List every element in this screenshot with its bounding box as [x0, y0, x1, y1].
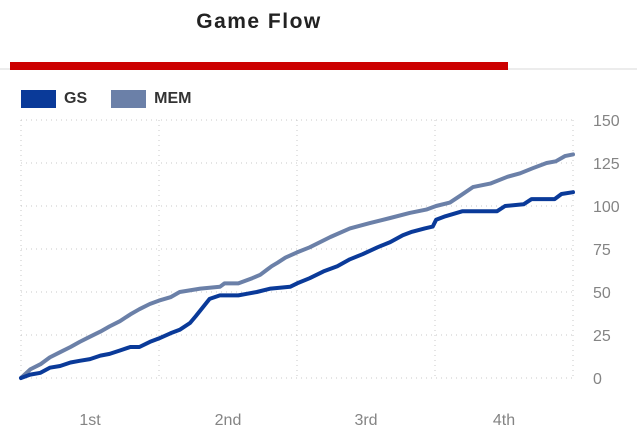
legend: GS MEM — [21, 90, 191, 108]
x-tick-label: 3rd — [354, 412, 377, 429]
header: Game Flow — [10, 10, 508, 34]
accent-bar — [10, 62, 508, 70]
legend-item-gs: GS — [21, 90, 87, 108]
legend-item-mem: MEM — [111, 90, 191, 108]
series-line-mem — [19, 152, 575, 380]
y-tick-label: 50 — [593, 285, 611, 302]
y-tick-label: 125 — [593, 156, 620, 173]
gs-color-swatch — [21, 90, 56, 108]
x-tick-label: 1st — [79, 412, 101, 429]
mem-color-swatch — [111, 90, 147, 108]
y-tick-label: 100 — [593, 199, 620, 216]
y-tick-label: 150 — [593, 113, 620, 130]
game-flow-chart: 0 25 50 75 100 125 150 1st 2nd 3rd 4th — [19, 113, 620, 429]
y-tick-label: 0 — [593, 371, 602, 388]
chart-title: Game Flow — [196, 10, 322, 33]
x-tick-label: 4th — [493, 412, 515, 429]
x-tick-label: 2nd — [215, 412, 242, 429]
series-line-gs — [19, 190, 575, 380]
y-tick-label: 25 — [593, 328, 611, 345]
mem-legend-label: MEM — [154, 90, 192, 107]
y-tick-label: 75 — [593, 242, 611, 259]
gs-legend-label: GS — [64, 90, 88, 107]
